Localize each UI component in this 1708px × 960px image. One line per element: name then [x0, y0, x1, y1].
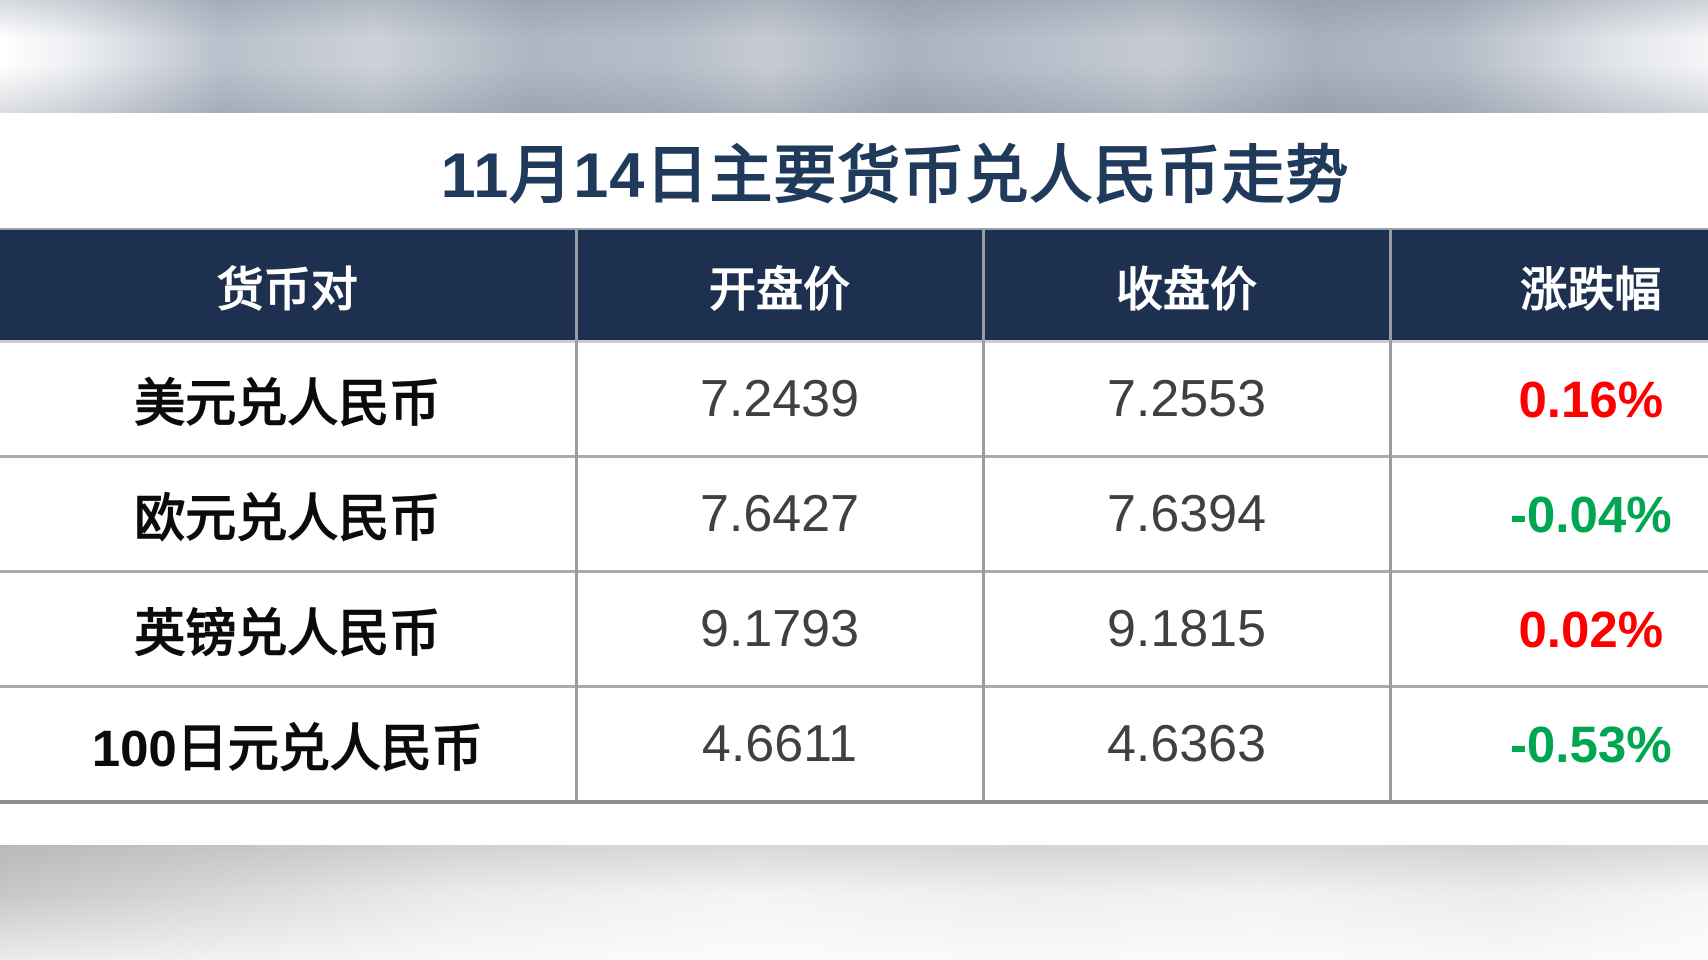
- open-price-cell: 9.1793: [576, 571, 985, 687]
- table-row: 英镑兑人民币 9.1793 9.1815 0.02%: [0, 571, 1708, 687]
- header-open-price: 开盘价: [576, 228, 985, 342]
- header-currency-pair: 货币对: [0, 228, 578, 342]
- close-price-cell: 7.2553: [983, 341, 1392, 457]
- currency-pair-cell: 欧元兑人民币: [0, 456, 578, 572]
- open-price-cell: 4.6611: [576, 686, 985, 802]
- table-row: 100日元兑人民币 4.6611 4.6363 -0.53%: [0, 686, 1708, 802]
- change-percent-cell: 0.02%: [1518, 600, 1664, 658]
- top-blur-band: [0, 0, 1708, 113]
- currency-pair-cell: 100日元兑人民币: [0, 686, 578, 802]
- change-percent-cell: -0.04%: [1509, 485, 1672, 543]
- close-price-cell: 7.6394: [983, 456, 1392, 572]
- header-change-percent: 涨跌幅: [1390, 228, 1708, 342]
- table-row: 美元兑人民币 7.2439 7.2553 0.16%: [0, 341, 1708, 457]
- header-close-price: 收盘价: [983, 228, 1392, 342]
- currency-pair-cell: 英镑兑人民币: [0, 571, 578, 687]
- open-price-cell: 7.6427: [576, 456, 985, 572]
- table-row: 欧元兑人民币 7.6427 7.6394 -0.04%: [0, 456, 1708, 572]
- title-row: 11月14日主要货币兑人民币走势: [0, 113, 1708, 228]
- open-price-cell: 7.2439: [576, 341, 985, 457]
- fx-rates-table: 货币对 开盘价 收盘价 涨跌幅 美元兑人民币 7.2439 7.2553 0.16% 欧…: [0, 228, 1708, 804]
- content-panel: 11月14日主要货币兑人民币走势 货币对 开盘价 收盘价 涨跌幅 美元兑人民币 7…: [0, 113, 1708, 845]
- change-percent-cell: -0.53%: [1509, 715, 1672, 773]
- page-title: 11月14日主要货币兑人民币走势: [440, 141, 1350, 211]
- change-percent-cell: 0.16%: [1518, 370, 1664, 428]
- close-price-cell: 9.1815: [983, 571, 1392, 687]
- table-header: 货币对 开盘价 收盘价 涨跌幅: [0, 228, 1708, 342]
- currency-pair-cell: 美元兑人民币: [0, 341, 578, 457]
- table-body: 美元兑人民币 7.2439 7.2553 0.16% 欧元兑人民币 7.6427 7.639…: [0, 341, 1708, 802]
- bottom-blur-band: [0, 845, 1708, 960]
- header-row: 货币对 开盘价 收盘价 涨跌幅: [0, 228, 1708, 342]
- close-price-cell: 4.6363: [983, 686, 1392, 802]
